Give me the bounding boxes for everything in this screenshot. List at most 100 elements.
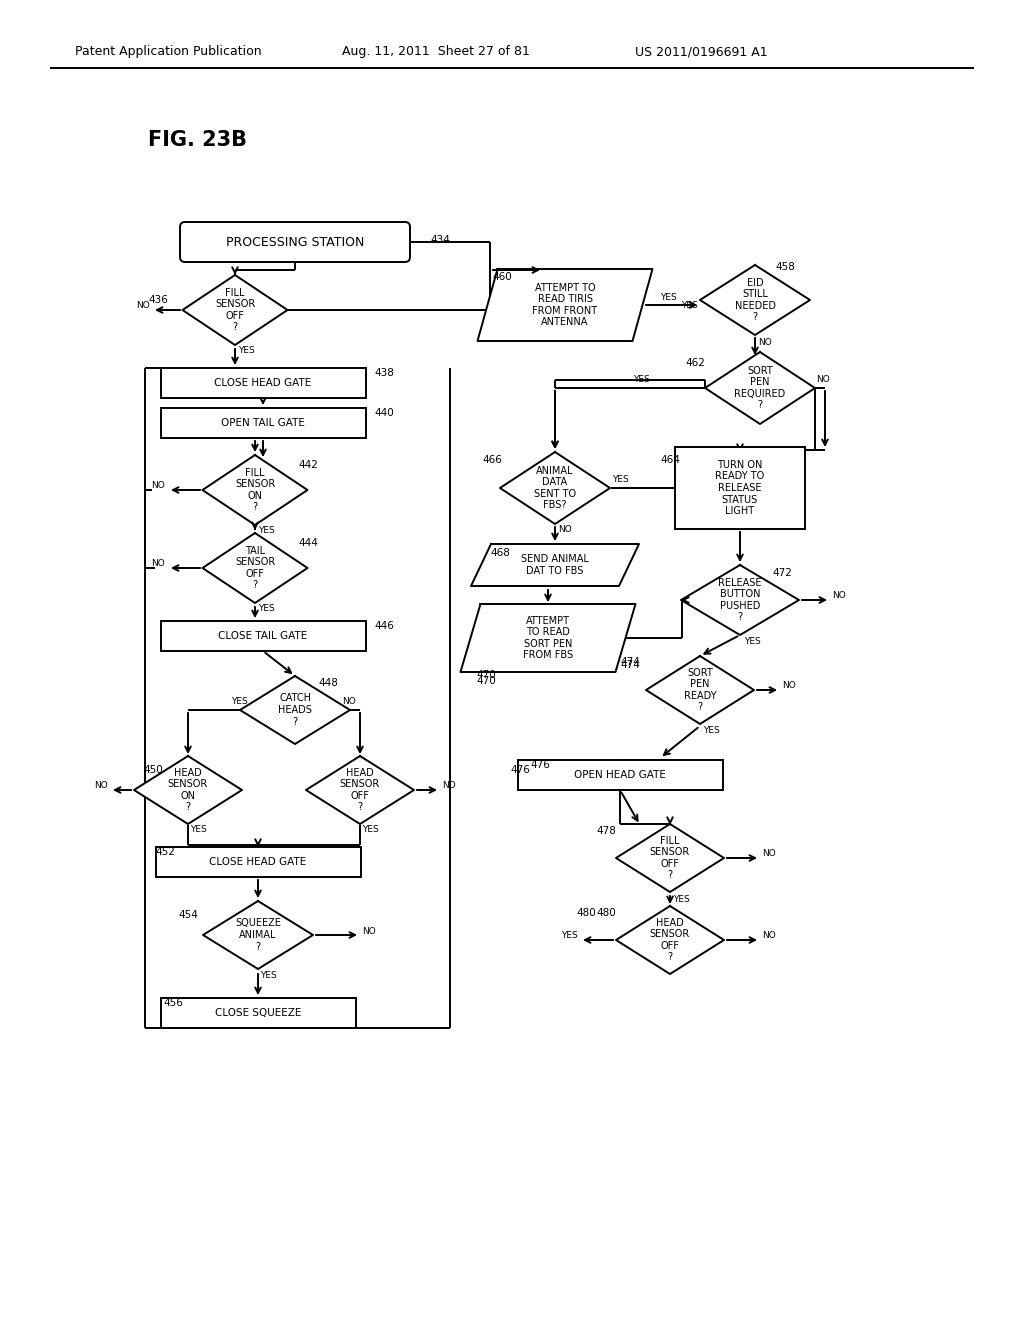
Text: YES: YES — [258, 525, 274, 535]
Text: HEAD
SENSOR
OFF
?: HEAD SENSOR OFF ? — [650, 917, 690, 962]
Text: 458: 458 — [775, 261, 795, 272]
Text: 480: 480 — [577, 908, 596, 917]
Text: SEND ANIMAL
DAT TO FBS: SEND ANIMAL DAT TO FBS — [521, 554, 589, 576]
Text: HEAD
SENSOR
OFF
?: HEAD SENSOR OFF ? — [340, 768, 380, 812]
Text: 452: 452 — [155, 847, 175, 857]
Text: NO: NO — [816, 375, 829, 384]
Text: HEAD
SENSOR
ON
?: HEAD SENSOR ON ? — [168, 768, 208, 812]
Text: FILL
SENSOR
ON
?: FILL SENSOR ON ? — [234, 467, 275, 512]
FancyBboxPatch shape — [180, 222, 410, 261]
Text: ANIMAL
DATA
SENT TO
FBS?: ANIMAL DATA SENT TO FBS? — [534, 466, 577, 511]
Text: YES: YES — [673, 895, 690, 904]
Text: TURN ON
READY TO
RELEASE
STATUS
LIGHT: TURN ON READY TO RELEASE STATUS LIGHT — [716, 459, 765, 516]
FancyBboxPatch shape — [161, 408, 366, 438]
Text: NO: NO — [782, 681, 796, 690]
Text: 442: 442 — [298, 459, 317, 470]
Text: CATCH
HEADS
?: CATCH HEADS ? — [279, 693, 312, 726]
Text: YES: YES — [260, 972, 276, 979]
Text: 478: 478 — [596, 826, 615, 836]
Text: RELEASE
BUTTON
PUSHED
?: RELEASE BUTTON PUSHED ? — [718, 578, 762, 623]
Text: OPEN TAIL GATE: OPEN TAIL GATE — [221, 418, 305, 428]
Polygon shape — [700, 265, 810, 335]
Text: CLOSE SQUEEZE: CLOSE SQUEEZE — [215, 1008, 301, 1018]
FancyBboxPatch shape — [161, 998, 355, 1028]
Text: 456: 456 — [163, 998, 183, 1008]
Text: SORT
PEN
REQUIRED
?: SORT PEN REQUIRED ? — [734, 366, 785, 411]
Text: NO: NO — [831, 591, 846, 601]
Polygon shape — [616, 824, 724, 892]
Text: YES: YES — [681, 301, 698, 309]
Text: NO: NO — [758, 338, 772, 347]
Text: NO: NO — [762, 850, 776, 858]
Text: FILL
SENSOR
OFF
?: FILL SENSOR OFF ? — [215, 288, 255, 333]
Text: YES: YES — [258, 605, 274, 612]
Polygon shape — [681, 565, 799, 635]
Text: 450: 450 — [143, 766, 163, 775]
Text: YES: YES — [190, 825, 207, 834]
Text: NO: NO — [762, 932, 776, 940]
Text: FILL
SENSOR
OFF
?: FILL SENSOR OFF ? — [650, 836, 690, 880]
Polygon shape — [477, 269, 652, 341]
Text: YES: YES — [561, 932, 578, 940]
Text: ATTEMPT TO
READ TIRIS
FROM FRONT
ANTENNA: ATTEMPT TO READ TIRIS FROM FRONT ANTENNA — [532, 282, 598, 327]
Text: NO: NO — [136, 301, 150, 310]
Text: SORT
PEN
READY
?: SORT PEN READY ? — [684, 668, 717, 713]
Text: 472: 472 — [772, 568, 792, 578]
Text: ATTEMPT
TO READ
SORT PEN
FROM FBS: ATTEMPT TO READ SORT PEN FROM FBS — [523, 615, 573, 660]
Text: 474: 474 — [620, 657, 640, 667]
Text: 476: 476 — [530, 760, 550, 770]
Text: NO: NO — [362, 927, 376, 936]
Text: 464: 464 — [660, 455, 680, 465]
Text: TAIL
SENSOR
OFF
?: TAIL SENSOR OFF ? — [234, 545, 275, 590]
Text: YES: YES — [231, 697, 248, 706]
Text: 454: 454 — [178, 909, 198, 920]
Text: 434: 434 — [430, 235, 450, 246]
Polygon shape — [182, 275, 288, 345]
Text: NO: NO — [558, 525, 571, 535]
Text: OPEN HEAD GATE: OPEN HEAD GATE — [574, 770, 666, 780]
Text: 446: 446 — [374, 620, 394, 631]
Text: YES: YES — [612, 475, 629, 484]
Text: YES: YES — [660, 293, 677, 302]
Text: 460: 460 — [492, 272, 512, 282]
Text: YES: YES — [703, 726, 720, 735]
Text: NO: NO — [152, 560, 165, 569]
Polygon shape — [500, 451, 610, 524]
Text: 448: 448 — [318, 678, 338, 688]
Text: Patent Application Publication: Patent Application Publication — [75, 45, 261, 58]
Text: CLOSE HEAD GATE: CLOSE HEAD GATE — [209, 857, 306, 867]
Text: 468: 468 — [490, 548, 510, 558]
Text: 462: 462 — [685, 358, 705, 368]
Text: 440: 440 — [374, 408, 394, 418]
Text: PROCESSING STATION: PROCESSING STATION — [226, 235, 365, 248]
Text: CLOSE TAIL GATE: CLOSE TAIL GATE — [218, 631, 307, 642]
Text: YES: YES — [633, 375, 650, 384]
Polygon shape — [646, 656, 754, 723]
Text: 444: 444 — [298, 539, 317, 548]
Polygon shape — [203, 455, 307, 525]
Text: US 2011/0196691 A1: US 2011/0196691 A1 — [635, 45, 768, 58]
Polygon shape — [471, 544, 639, 586]
Text: YES: YES — [362, 825, 379, 834]
Text: FIG. 23B: FIG. 23B — [148, 129, 247, 150]
Text: 436: 436 — [148, 294, 168, 305]
Text: Aug. 11, 2011  Sheet 27 of 81: Aug. 11, 2011 Sheet 27 of 81 — [342, 45, 529, 58]
Polygon shape — [134, 756, 242, 824]
Polygon shape — [203, 533, 307, 603]
Polygon shape — [240, 676, 350, 744]
Text: NO: NO — [442, 781, 456, 791]
Text: 466: 466 — [482, 455, 502, 465]
Text: NO: NO — [94, 781, 108, 791]
Text: 480: 480 — [596, 908, 615, 917]
Polygon shape — [616, 906, 724, 974]
Text: 470: 470 — [476, 676, 496, 686]
Text: 470: 470 — [476, 671, 496, 680]
Text: 474: 474 — [620, 660, 640, 671]
Text: EID
STILL
NEEDED
?: EID STILL NEEDED ? — [734, 277, 775, 322]
FancyBboxPatch shape — [161, 368, 366, 399]
FancyBboxPatch shape — [675, 447, 805, 529]
Text: NO: NO — [342, 697, 355, 706]
Text: 438: 438 — [374, 368, 394, 378]
FancyBboxPatch shape — [517, 760, 723, 789]
Text: NO: NO — [152, 482, 165, 491]
